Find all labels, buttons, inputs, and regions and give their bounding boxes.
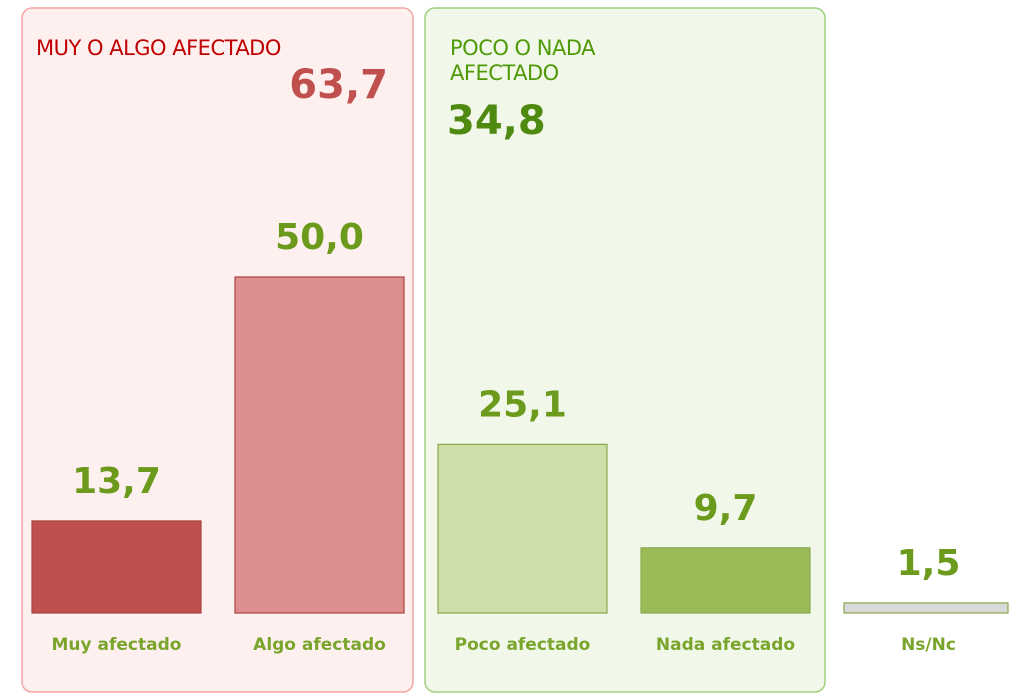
group-title: POCO O NADA AFECTADO	[450, 36, 596, 85]
bar	[843, 602, 1009, 614]
bar	[437, 443, 608, 614]
value-label: 25,1	[478, 384, 567, 425]
bar	[640, 547, 811, 614]
x-tick-label: Ns/Nc	[901, 635, 956, 655]
x-tick-label: Algo afectado	[253, 635, 386, 655]
group-total: 63,7	[289, 62, 388, 108]
group-total: 34,8	[447, 98, 546, 144]
x-tick-label: Poco afectado	[455, 635, 591, 655]
value-label: 50,0	[275, 217, 364, 258]
value-label: 13,7	[72, 461, 161, 502]
bar	[234, 276, 405, 614]
x-tick-label: Muy afectado	[52, 635, 182, 655]
x-tick-label: Nada afectado	[656, 635, 795, 655]
value-label: 1,5	[897, 543, 961, 584]
bar	[31, 520, 202, 614]
group-title: MUY O ALGO AFECTADO	[36, 36, 281, 60]
value-label: 9,7	[694, 488, 758, 529]
